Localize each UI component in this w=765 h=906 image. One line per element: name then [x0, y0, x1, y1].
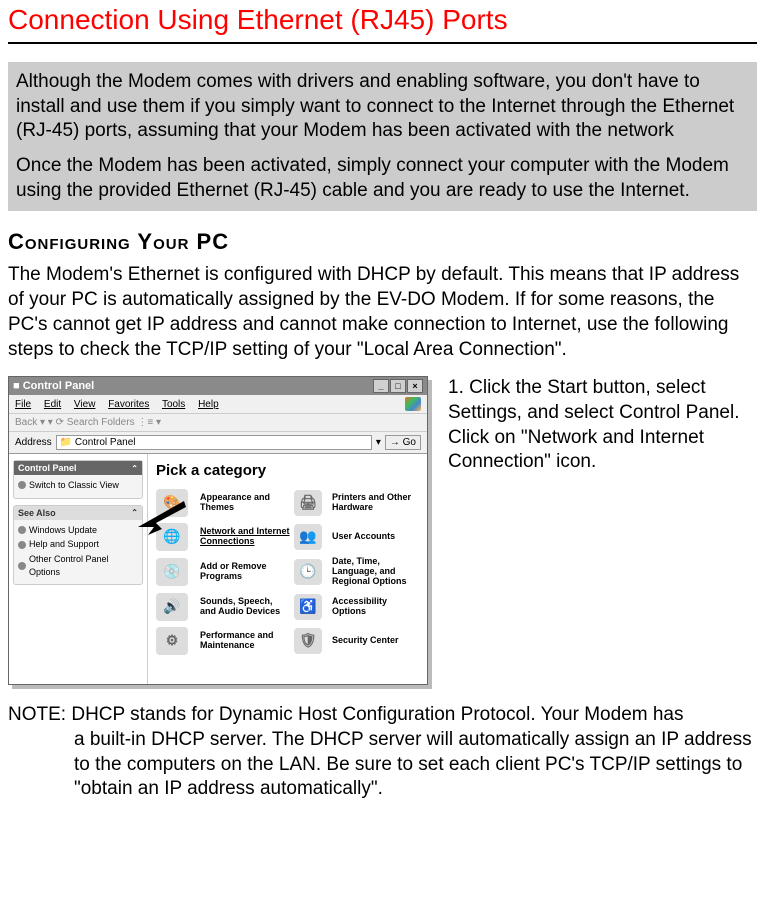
menu-view: View: [74, 399, 96, 410]
bullet-icon: [18, 541, 26, 549]
addremove-icon: 💿: [156, 558, 188, 586]
menu-tools: Tools: [162, 399, 185, 410]
window-menubar: File Edit View Favorites Tools Help: [9, 395, 427, 414]
address-field: 📁 Control Panel: [56, 435, 372, 450]
see-also-item: Other Control Panel Options: [18, 553, 138, 578]
note-block: NOTE: DHCP stands for Dynamic Host Confi…: [8, 703, 757, 802]
note-first-line: DHCP stands for Dynamic Host Configurati…: [71, 704, 683, 725]
cat-network: Network and Internet Connections: [200, 527, 290, 547]
menu-favorites: Favorites: [108, 399, 149, 410]
address-label: Address: [15, 437, 52, 448]
menu-edit: Edit: [44, 399, 61, 410]
control-panel-screenshot: ■ Control Panel _□× File Edit View Favor…: [8, 376, 428, 685]
window-toolbar: Back ▾ ▾ ⟳ Search Folders ⋮≡ ▾: [9, 414, 427, 432]
maximize-icon: □: [390, 379, 406, 393]
sounds-icon: 🔊: [156, 593, 188, 621]
appearance-icon: 🎨: [156, 489, 188, 517]
sidebar-control-panel-head: Control Panel⌃: [14, 461, 142, 475]
window-titlebar: ■ Control Panel _□×: [9, 377, 427, 395]
switch-classic-view-link: Switch to Classic View: [18, 479, 138, 492]
note-label: NOTE:: [8, 704, 71, 725]
chevron-icon: ⌃: [131, 508, 138, 517]
menu-help: Help: [198, 399, 219, 410]
cat-security: Security Center: [332, 636, 412, 646]
performance-icon: ⚙: [156, 627, 188, 655]
note-body-rest: a built-in DHCP server. The DHCP server …: [8, 728, 757, 802]
bullet-icon: [18, 526, 26, 534]
close-icon: ×: [407, 379, 423, 393]
see-also-item: Windows Update: [18, 524, 138, 537]
window-main-area: Pick a category 🎨 Appearance and Themes …: [148, 454, 427, 684]
menu-file: File: [15, 399, 31, 410]
window-controls: _□×: [372, 379, 423, 393]
bullet-icon: [18, 562, 26, 570]
page-title: Connection Using Ethernet (RJ45) Ports: [8, 0, 757, 44]
go-button: → Go: [385, 435, 421, 450]
step-1-instruction: 1. Click the Start button, select Settin…: [448, 376, 757, 475]
section-heading-configuring: Configuring Your PC: [8, 229, 757, 255]
address-dropdown-icon: ▾: [376, 437, 381, 448]
sidebar-see-also-head: See Also⌃: [14, 506, 142, 520]
cat-accessibility: Accessibility Options: [332, 597, 412, 617]
cat-users: User Accounts: [332, 532, 412, 542]
step-1-row: ■ Control Panel _□× File Edit View Favor…: [8, 376, 757, 685]
switch-view-icon: [18, 481, 26, 489]
accessibility-icon: ♿: [294, 594, 322, 620]
printers-icon: 🖨: [294, 490, 322, 516]
pick-category-heading: Pick a category: [156, 462, 419, 479]
see-also-item: Help and Support: [18, 538, 138, 551]
cat-performance: Performance and Maintenance: [200, 631, 290, 651]
info-paragraph-2: Once the Modem has been activated, simpl…: [16, 154, 749, 203]
config-intro-text: The Modem's Ethernet is configured with …: [8, 263, 757, 362]
cat-sounds: Sounds, Speech, and Audio Devices: [200, 597, 290, 617]
datetime-icon: 🕒: [294, 559, 322, 585]
cat-addremove: Add or Remove Programs: [200, 562, 290, 582]
network-icon: 🌐: [156, 523, 188, 551]
cat-printers: Printers and Other Hardware: [332, 493, 412, 513]
window-title-text: ■ Control Panel: [13, 380, 94, 392]
window-address-bar: Address 📁 Control Panel ▾ → Go: [9, 432, 427, 454]
windows-logo-icon: [405, 397, 421, 411]
cat-datetime: Date, Time, Language, and Regional Optio…: [332, 557, 412, 587]
info-paragraph-1: Although the Modem comes with drivers an…: [16, 70, 749, 144]
cat-appearance: Appearance and Themes: [200, 493, 290, 513]
minimize-icon: _: [373, 379, 389, 393]
info-box: Although the Modem comes with drivers an…: [8, 62, 757, 211]
chevron-icon: ⌃: [131, 464, 138, 473]
security-icon: 🛡: [294, 628, 322, 654]
window-sidebar: Control Panel⌃ Switch to Classic View Se…: [9, 454, 148, 684]
users-icon: 👥: [294, 524, 322, 550]
